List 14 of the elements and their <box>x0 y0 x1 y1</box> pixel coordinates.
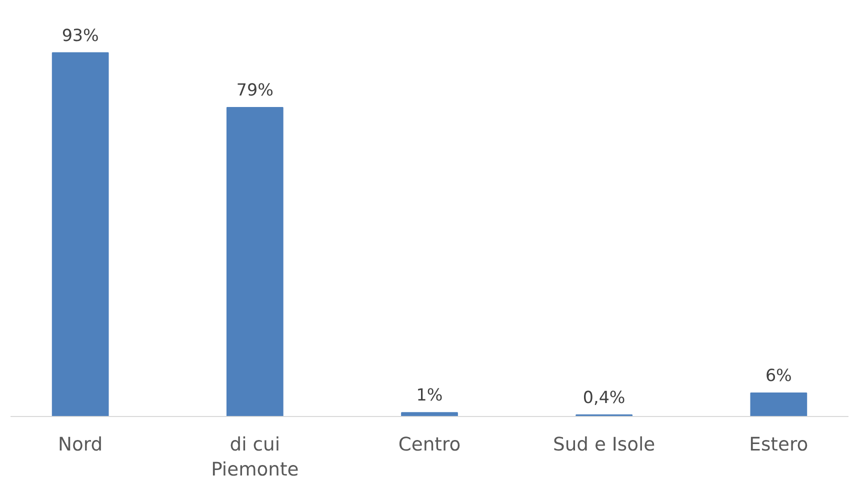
data-label: 0,4% <box>582 388 626 407</box>
x-tick-label: Estero <box>749 434 808 456</box>
data-label: 93% <box>62 26 99 45</box>
x-tick-label: Nord <box>58 434 103 456</box>
data-label: 79% <box>236 80 274 100</box>
bar <box>750 392 808 416</box>
data-label: 1% <box>416 386 443 405</box>
data-label: 6% <box>765 366 792 386</box>
bar <box>401 412 458 416</box>
x-tick-label: di cui Piemonte <box>211 434 299 481</box>
bar <box>52 52 109 416</box>
x-tick-label: Centro <box>398 434 461 456</box>
bar <box>226 107 284 416</box>
x-tick-label: Sud e Isole <box>553 434 656 456</box>
